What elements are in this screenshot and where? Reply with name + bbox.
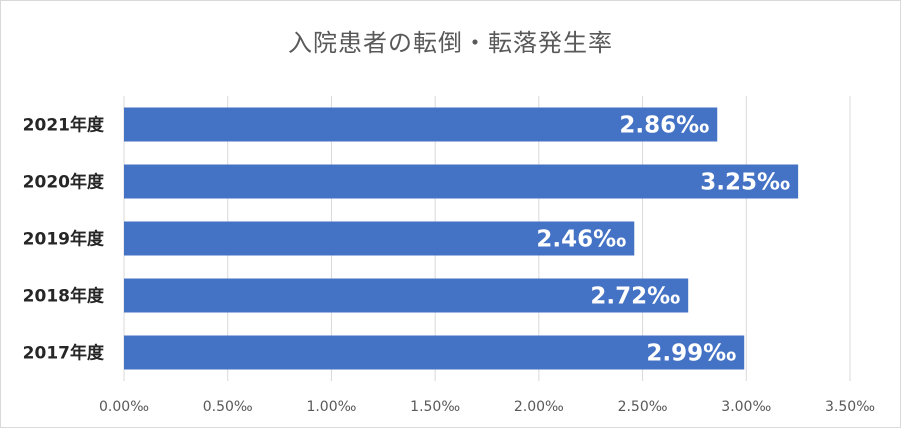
- category-label: 2021年度: [23, 115, 105, 136]
- bar: [124, 164, 799, 199]
- x-tick-label: 0.00‰: [99, 399, 149, 415]
- chart-title: 入院患者の転倒・転落発生率: [288, 29, 613, 57]
- data-label: 2.86‰: [619, 113, 709, 139]
- data-label: 2.99‰: [646, 341, 736, 367]
- x-tick-label: 1.50‰: [410, 399, 460, 415]
- data-label: 2.46‰: [536, 227, 626, 253]
- category-label: 2018年度: [23, 286, 105, 307]
- category-label: 2019年度: [23, 229, 105, 250]
- category-label: 2020年度: [23, 172, 105, 193]
- x-tick-label: 3.50‰: [825, 399, 875, 415]
- bar: [124, 221, 635, 256]
- data-label: 3.25‰: [700, 170, 790, 196]
- bar: [124, 278, 689, 313]
- x-tick-label: 3.00‰: [721, 399, 771, 415]
- x-tick-label: 1.00‰: [306, 399, 356, 415]
- data-label: 2.72‰: [590, 284, 680, 310]
- category-label: 2017年度: [23, 343, 105, 364]
- bar: [124, 335, 745, 370]
- x-tick-label: 2.50‰: [618, 399, 668, 415]
- bar: [124, 107, 718, 142]
- x-tick-label: 2.00‰: [514, 399, 564, 415]
- x-tick-label: 0.50‰: [203, 399, 253, 415]
